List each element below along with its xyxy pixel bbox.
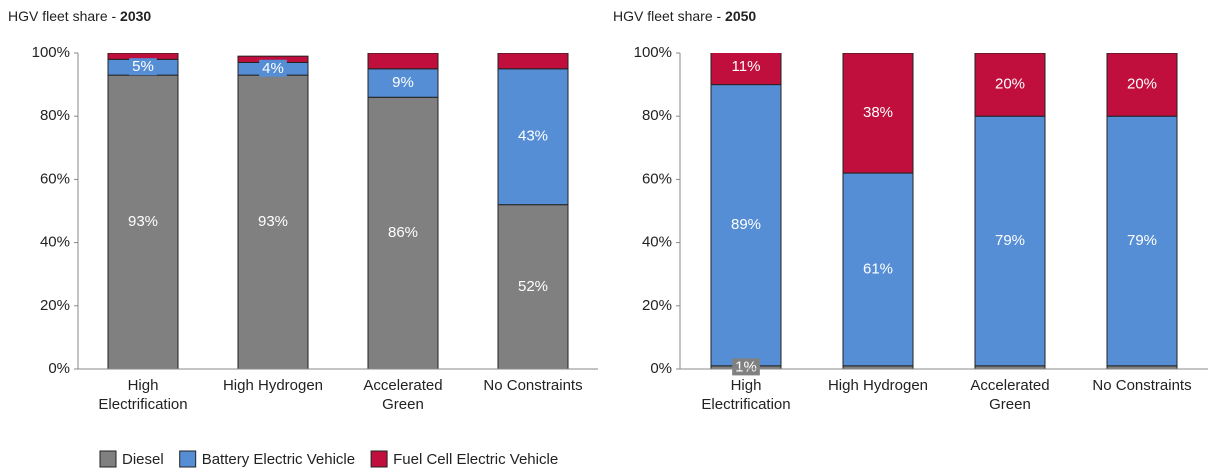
legend-swatch bbox=[370, 450, 388, 468]
y-tick-label: 40% bbox=[642, 234, 672, 251]
title-text: HGV fleet share - bbox=[8, 8, 116, 24]
data-label: 52% bbox=[518, 278, 548, 295]
bar-segment bbox=[710, 53, 782, 86]
bar-segment bbox=[974, 115, 1046, 367]
y-tick-label: 60% bbox=[642, 170, 672, 187]
y-tick-label: 20% bbox=[40, 297, 70, 314]
data-label: 43% bbox=[518, 128, 548, 145]
bars bbox=[107, 53, 569, 370]
legend-label: Battery Electric Vehicle bbox=[202, 451, 355, 468]
x-tick-label: High Electrification bbox=[98, 377, 188, 413]
legend-label: Fuel Cell Electric Vehicle bbox=[393, 451, 558, 468]
x-tick-label: Accelerated Green bbox=[363, 377, 443, 413]
data-label: 86% bbox=[388, 224, 418, 241]
data-labels: 1% 89% 11% 61% 38% 79% 20% 79% 20% bbox=[731, 58, 1157, 376]
data-label: 4% bbox=[262, 60, 284, 77]
data-label-bg bbox=[732, 358, 760, 376]
bars bbox=[710, 53, 1178, 370]
x-tick-label: High Electrification bbox=[701, 377, 791, 413]
chart-title: HGV fleet share - 2050 bbox=[613, 8, 756, 24]
data-label: 38% bbox=[863, 104, 893, 121]
data-label: 93% bbox=[258, 213, 288, 230]
bar-segment bbox=[1106, 53, 1178, 117]
bar-segment bbox=[842, 53, 914, 174]
bar-segment bbox=[842, 172, 914, 367]
y-tick-label: 80% bbox=[642, 107, 672, 124]
bar-segment bbox=[497, 68, 569, 206]
data-label: 9% bbox=[392, 74, 414, 91]
data-label: 20% bbox=[995, 76, 1025, 93]
legend-label: Diesel bbox=[122, 451, 164, 468]
bar-segment bbox=[367, 68, 439, 98]
y-tick-label: 100% bbox=[32, 44, 70, 61]
bar-segment bbox=[497, 53, 569, 70]
title-year: 2030 bbox=[120, 8, 151, 24]
title-text: HGV fleet share - bbox=[613, 8, 721, 24]
data-label: 93% bbox=[128, 213, 158, 230]
data-label: 20% bbox=[1127, 76, 1157, 93]
y-tick-label: 80% bbox=[40, 107, 70, 124]
data-label: 1% bbox=[735, 358, 757, 375]
data-label: 11% bbox=[732, 58, 761, 75]
y-tick-label: 0% bbox=[650, 360, 672, 377]
bar-segment bbox=[237, 74, 309, 370]
x-tick-label: No Constraints bbox=[483, 377, 583, 394]
data-label: 89% bbox=[731, 216, 761, 233]
x-tick-label: No Constraints bbox=[1092, 377, 1192, 394]
chart-title: HGV fleet share - 2030 bbox=[8, 8, 151, 24]
y-tick-label: 20% bbox=[642, 297, 672, 314]
data-label-bg bbox=[259, 59, 287, 77]
x-tick-label: Accelerated Green bbox=[970, 377, 1050, 413]
y-tick-label: 40% bbox=[40, 234, 70, 251]
data-label: 79% bbox=[1127, 232, 1157, 249]
data-label-bg bbox=[129, 58, 157, 76]
data-labels: 93% 5% 93% 4% 86% 9% 52% 43% bbox=[128, 58, 548, 295]
bar-segment bbox=[367, 96, 439, 370]
bar-segment bbox=[367, 53, 439, 70]
y-tick-label: 100% bbox=[634, 44, 672, 61]
bar-segment bbox=[1106, 115, 1178, 367]
y-tick-label: 60% bbox=[40, 170, 70, 187]
legend-swatch bbox=[179, 450, 197, 468]
title-year: 2050 bbox=[725, 8, 756, 24]
bar-segment bbox=[710, 84, 782, 367]
data-label: 61% bbox=[863, 260, 893, 277]
x-tick-label: High Hydrogen bbox=[222, 377, 324, 394]
data-label: 79% bbox=[995, 232, 1025, 249]
bar-segment bbox=[497, 204, 569, 370]
y-tick-label: 0% bbox=[48, 360, 70, 377]
x-tick-label: High Hydrogen bbox=[827, 377, 929, 394]
data-label: 5% bbox=[132, 58, 154, 75]
bar-segment bbox=[974, 53, 1046, 117]
legend-swatch bbox=[99, 450, 117, 468]
